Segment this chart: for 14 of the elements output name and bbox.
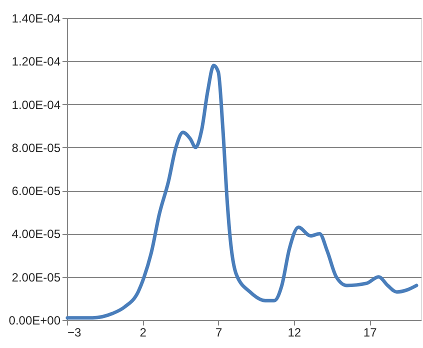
y-tick-label: 1.40E-04 xyxy=(12,12,61,26)
x-tick-label: 2 xyxy=(140,326,147,340)
x-tick-label: 17 xyxy=(363,326,378,340)
y-tick-label: 1.00E-04 xyxy=(12,98,61,112)
y-tick-label: 8.00E-05 xyxy=(12,140,61,155)
x-tick-label: 12 xyxy=(288,326,302,340)
y-tick-label: 6.00E-05 xyxy=(12,184,61,198)
line-series xyxy=(66,64,418,320)
x-tick-label: 7 xyxy=(215,326,222,340)
y-tick-label: 2.00E-05 xyxy=(12,270,61,284)
y-tick-label: 0.00E+00 xyxy=(8,314,61,328)
y-tick-label: 1.20E-04 xyxy=(12,54,61,69)
y-tick-label: 4.00E-05 xyxy=(12,227,61,242)
x-tick-label: −3 xyxy=(68,326,82,340)
